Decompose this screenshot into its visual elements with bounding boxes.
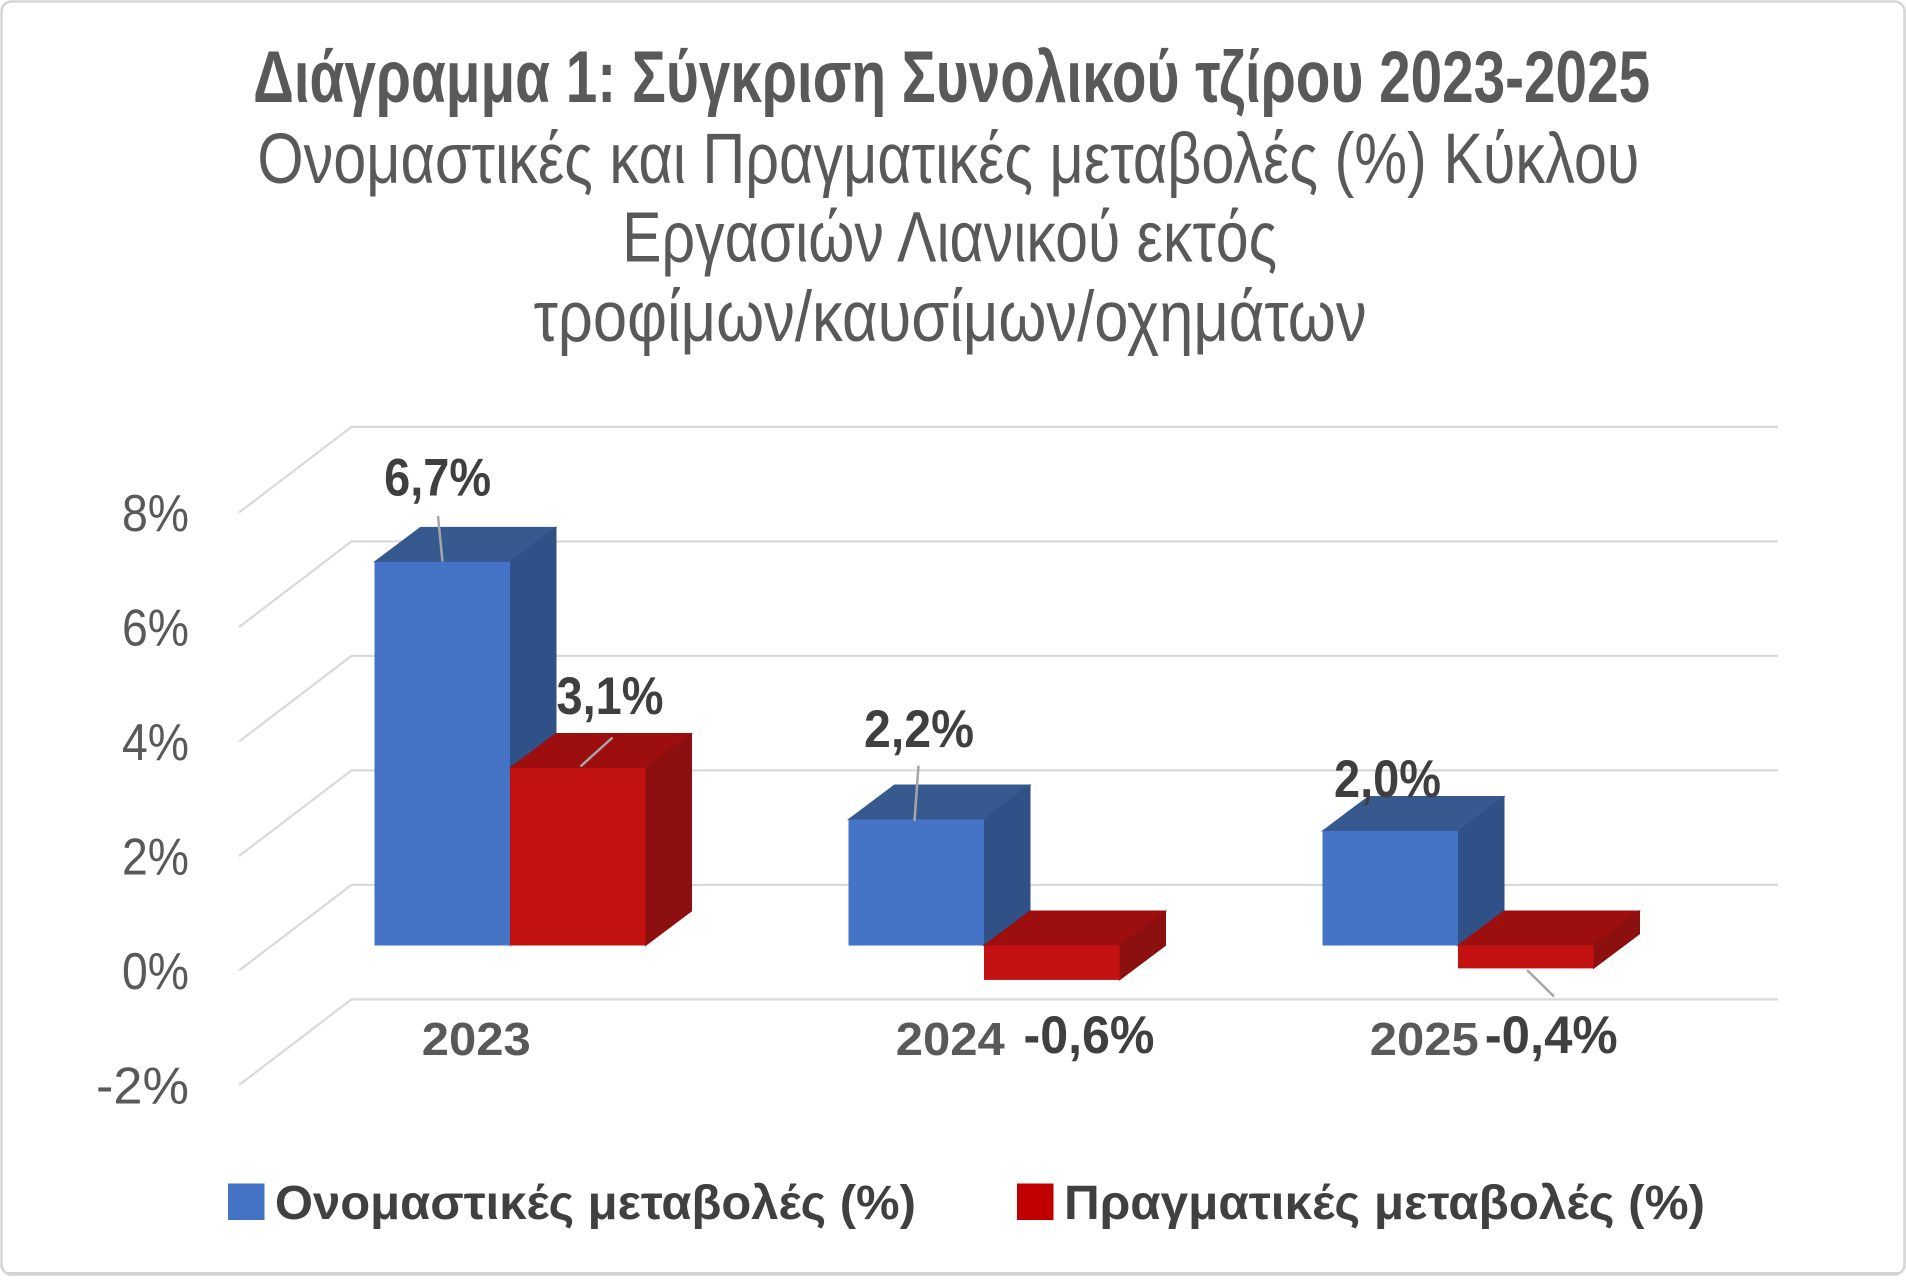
svg-text:3,1%: 3,1%	[557, 667, 664, 726]
svg-text:8%: 8%	[122, 485, 189, 543]
svg-text:6%: 6%	[122, 599, 189, 657]
svg-text:Διάγραμμα 1: Σύγκριση Συνολικο: Διάγραμμα 1: Σύγκριση Συνολικού τζίρου 2…	[253, 37, 1650, 118]
svg-text:2,0%: 2,0%	[1334, 750, 1441, 809]
svg-text:τροφίμων/καυσίμων/οχημάτων: τροφίμων/καυσίμων/οχημάτων	[534, 278, 1367, 357]
svg-text:2023: 2023	[422, 1013, 531, 1065]
svg-text:2025: 2025	[1370, 1013, 1479, 1065]
svg-text:Εργασιών Λιανικού εκτός: Εργασιών Λιανικού εκτός	[622, 199, 1277, 278]
svg-text:6,7%: 6,7%	[384, 448, 491, 507]
svg-text:-0,4%: -0,4%	[1485, 1006, 1618, 1065]
svg-text:-2%: -2%	[96, 1057, 189, 1115]
svg-text:2%: 2%	[122, 828, 189, 886]
svg-text:2,2%: 2,2%	[864, 700, 974, 759]
svg-text:0%: 0%	[122, 943, 189, 1001]
svg-text:-0,6%: -0,6%	[1024, 1006, 1155, 1065]
svg-text:Ονομαστικές και Πραγματικές με: Ονομαστικές και Πραγματικές μεταβολές (%…	[257, 120, 1639, 199]
svg-text:2024: 2024	[896, 1013, 1005, 1065]
svg-text:4%: 4%	[122, 714, 189, 772]
svg-text:Ονομαστικές μεταβολές (%): Ονομαστικές μεταβολές (%)	[275, 1177, 916, 1230]
svg-text:Πραγματικές μεταβολές (%): Πραγματικές μεταβολές (%)	[1064, 1177, 1705, 1230]
